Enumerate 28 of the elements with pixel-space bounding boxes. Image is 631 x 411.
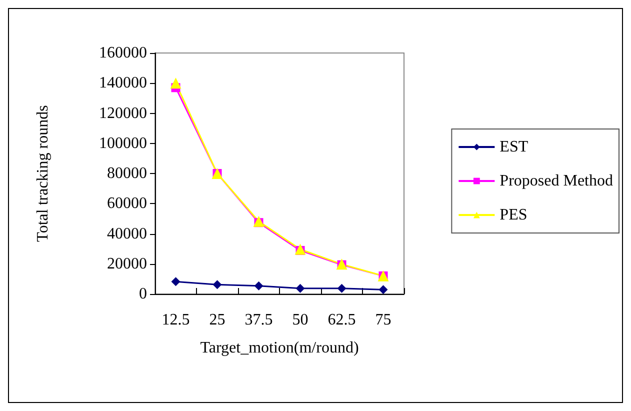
y-tick-label: 20000 — [107, 255, 147, 272]
y-tick-label: 160000 — [99, 44, 147, 62]
point — [170, 78, 182, 89]
y-tick-label: 0 — [139, 286, 147, 302]
point — [254, 281, 264, 290]
point — [212, 280, 222, 290]
point — [337, 284, 346, 293]
x-tick-label: 62.5 — [328, 312, 356, 328]
point — [296, 284, 305, 293]
point — [253, 216, 264, 227]
legend-label: PES — [500, 206, 528, 224]
x-tick-label: 12.5 — [162, 312, 190, 328]
y-tick-label: 80000 — [107, 165, 147, 182]
y-tick-label: 60000 — [107, 195, 147, 212]
y-tick-label: 120000 — [99, 104, 147, 122]
x-tick-label: 75 — [375, 312, 392, 328]
y-tick-label: 40000 — [107, 225, 147, 242]
y-tick-label: 100000 — [99, 134, 147, 152]
x-tick-label: 37.5 — [244, 312, 273, 328]
x-tick-label: 50 — [292, 312, 308, 328]
y-tick-label: 140000 — [99, 74, 147, 92]
point — [171, 277, 180, 286]
x-axis-title: Target_motion(m/round) — [200, 340, 359, 356]
point — [378, 285, 388, 294]
x-tick-label: 25 — [209, 312, 226, 328]
y-axis-title: Total tracking rounds — [34, 105, 52, 242]
legend-label: Proposed Method — [500, 172, 613, 190]
legend-label: EST — [500, 138, 528, 156]
